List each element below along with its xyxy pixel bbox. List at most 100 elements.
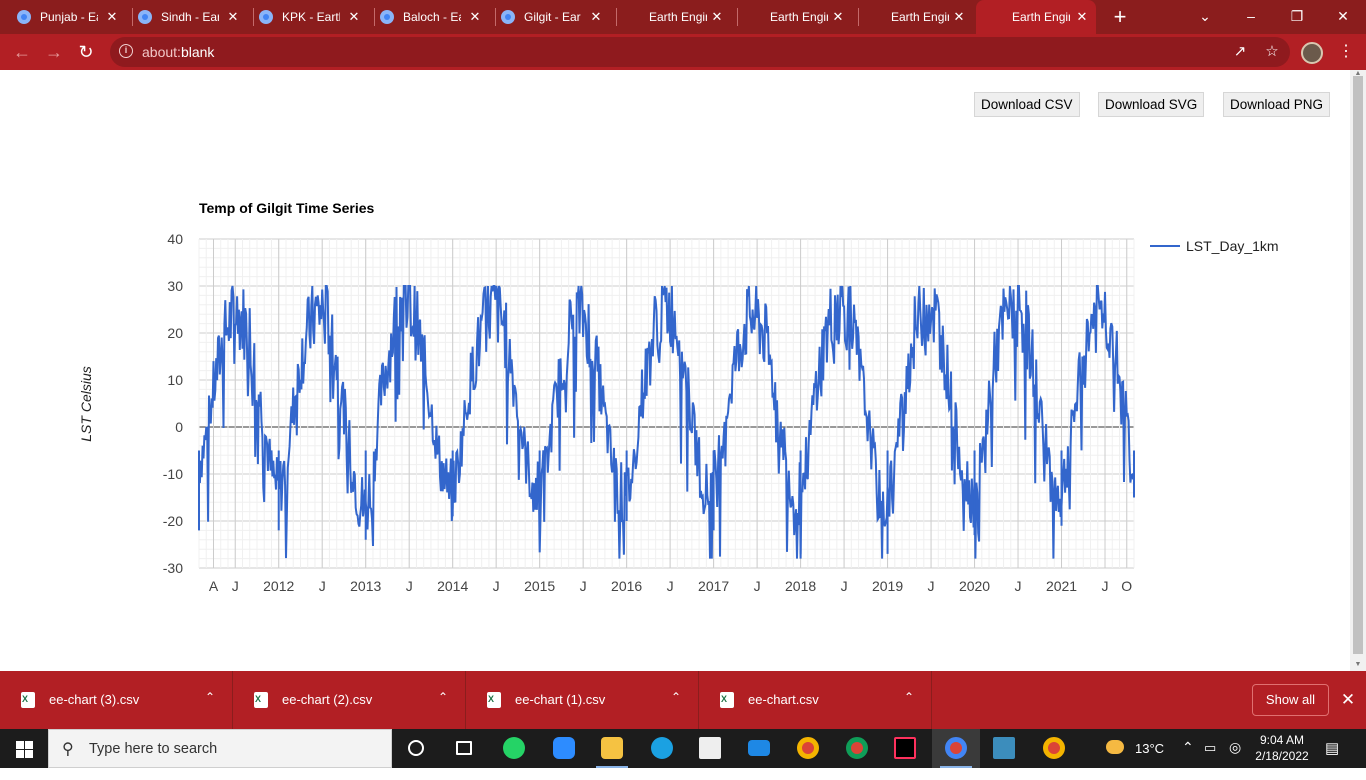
chrome-alt-icon[interactable] [1030,729,1078,768]
scroll-up-icon[interactable]: ▲ [1354,70,1362,77]
download-shelf: ee-chart (3).csv ⌃ ee-chart (2).csv ⌃ ee… [0,671,1366,729]
store-icon[interactable] [686,729,734,768]
download-item[interactable]: ee-chart (2).csv ⌃ [233,671,466,729]
vertical-scrollbar[interactable]: ▲ ▼ [1350,70,1366,671]
share-icon[interactable]: ↗ [1233,43,1247,60]
browser-tab[interactable]: Earth Engin ✕ [863,0,973,34]
close-tab-icon[interactable]: ✕ [227,9,239,24]
restore-icon[interactable]: ❐ [1290,8,1304,24]
profile-avatar[interactable] [1301,42,1323,64]
windows-taskbar: ⚲ Type here to search 13°C ⌃ ▭ ◎ 9:04 AM… [0,729,1366,768]
x-tick-label: J [754,578,761,594]
tab-separator [495,8,496,26]
x-tick-label: J [667,578,674,594]
browser-tab[interactable]: KPK - Earth ✕ [258,0,368,34]
x-tick-label: J [1102,578,1109,594]
chrome-icon[interactable] [784,729,832,768]
x-tick-label: J [493,578,500,594]
tab-search-chevron-icon[interactable]: ⌄ [1199,8,1211,24]
chevron-up-icon[interactable]: ⌃ [205,690,216,704]
download-item[interactable]: ee-chart.csv ⌃ [699,671,932,729]
chart-legend: LST_Day_1km [1150,238,1279,254]
download-item[interactable]: ee-chart (3).csv ⌃ [0,671,233,729]
weather-icon[interactable] [1106,740,1124,779]
x-tick-label: J [928,578,935,594]
address-bar[interactable]: i about:blank [110,37,1290,67]
chart-title: Temp of Gilgit Time Series [199,200,375,216]
download-filename: ee-chart (1).csv [515,692,606,707]
chrome-profile-icon[interactable] [833,729,881,768]
minimize-icon[interactable]: – [1247,8,1255,24]
browser-tab[interactable]: Earth Engin ✕ [621,0,731,34]
download-item[interactable]: ee-chart (1).csv ⌃ [466,671,699,729]
browser-tab[interactable]: Gilgit - Ear ✕ [500,0,610,34]
y-tick-label: -30 [163,560,183,576]
tab-separator [253,8,254,26]
whatsapp-icon[interactable] [490,729,538,768]
chrome-active-icon[interactable] [932,729,980,768]
close-tab-icon[interactable]: ✕ [953,9,965,24]
bookmark-star-icon[interactable]: ☆ [1265,43,1279,60]
browser-tab[interactable]: Baloch - Ea ✕ [379,0,489,34]
forward-icon[interactable]: → [45,42,63,62]
menu-kebab-icon[interactable]: ⋮ [1338,43,1354,60]
cortana-icon[interactable] [392,729,440,768]
notifications-icon[interactable]: ▤ [1325,740,1340,757]
tab-title: Earth Engin [649,10,707,24]
chevron-up-icon[interactable]: ⌃ [438,690,449,704]
url-host: blank [180,44,215,60]
download-csv-button[interactable]: Download CSV [974,92,1080,117]
weather-temp[interactable]: 13°C [1135,741,1165,756]
legend-swatch [1150,245,1180,247]
download-svg-button[interactable]: Download SVG [1098,92,1205,117]
chevron-up-icon[interactable]: ⌃ [904,690,915,704]
x-tick-label: 2016 [611,578,642,594]
show-all-button[interactable]: Show all [1252,684,1329,716]
close-tab-icon[interactable]: ✕ [106,9,118,24]
close-tab-icon[interactable]: ✕ [832,9,844,24]
y-axis-label: LST Celsius [78,366,94,442]
task-view-icon[interactable] [440,729,488,768]
earth-engine-globe-icon [379,9,395,25]
taskbar-search-input[interactable]: ⚲ Type here to search [48,729,392,768]
zoom-icon[interactable] [540,729,588,768]
x-tick-label: 2012 [263,578,294,594]
x-tick-label: 2018 [785,578,816,594]
scroll-down-icon[interactable]: ▼ [1354,661,1362,668]
search-placeholder: Type here to search [89,741,218,757]
x-tick-label: O [1121,578,1132,594]
close-tab-icon[interactable]: ✕ [348,9,360,24]
download-filename: ee-chart.csv [748,692,819,707]
windows-start-icon[interactable] [0,729,48,768]
x-tick-label: J [580,578,587,594]
browser-tab[interactable]: Earth Engin ✕ [742,0,852,34]
close-tab-icon[interactable]: ✕ [590,9,602,24]
chevron-up-icon[interactable]: ⌃ [671,690,682,704]
photos-icon[interactable] [980,729,1028,768]
earth-engine-globe-icon [258,9,274,25]
edge-icon[interactable] [638,729,686,768]
new-tab-plus-icon[interactable]: + [1113,4,1127,29]
mail-icon[interactable] [735,729,783,768]
browser-tab[interactable]: Punjab - Ea ✕ [16,0,126,34]
back-icon[interactable]: ← [13,42,31,62]
close-tab-icon[interactable]: ✕ [711,9,723,24]
download-png-button[interactable]: Download PNG [1223,92,1331,117]
info-icon[interactable]: i [119,44,133,58]
battery-icon[interactable]: ▭ [1204,740,1217,755]
url-text[interactable]: about:blank [142,44,214,60]
close-tab-icon[interactable]: ✕ [469,9,481,24]
reload-icon[interactable]: ↻ [78,42,94,62]
window-close-icon[interactable]: ✕ [1337,8,1349,24]
taskbar-clock[interactable]: 9:04 AM 2/18/2022 [1252,732,1312,764]
intellij-icon[interactable] [881,729,929,768]
close-icon[interactable]: ✕ [1340,690,1356,709]
network-globe-icon[interactable]: ◎ [1229,739,1242,755]
chevron-up-icon[interactable]: ⌃ [1182,739,1194,755]
browser-tab[interactable]: Sindh - Ear ✕ [137,0,247,34]
browser-tab[interactable]: Earth Engin ✕ [976,0,1096,34]
close-tab-icon[interactable]: ✕ [1076,9,1088,24]
file-explorer-icon[interactable] [588,729,636,768]
scroll-thumb[interactable] [1353,76,1363,654]
